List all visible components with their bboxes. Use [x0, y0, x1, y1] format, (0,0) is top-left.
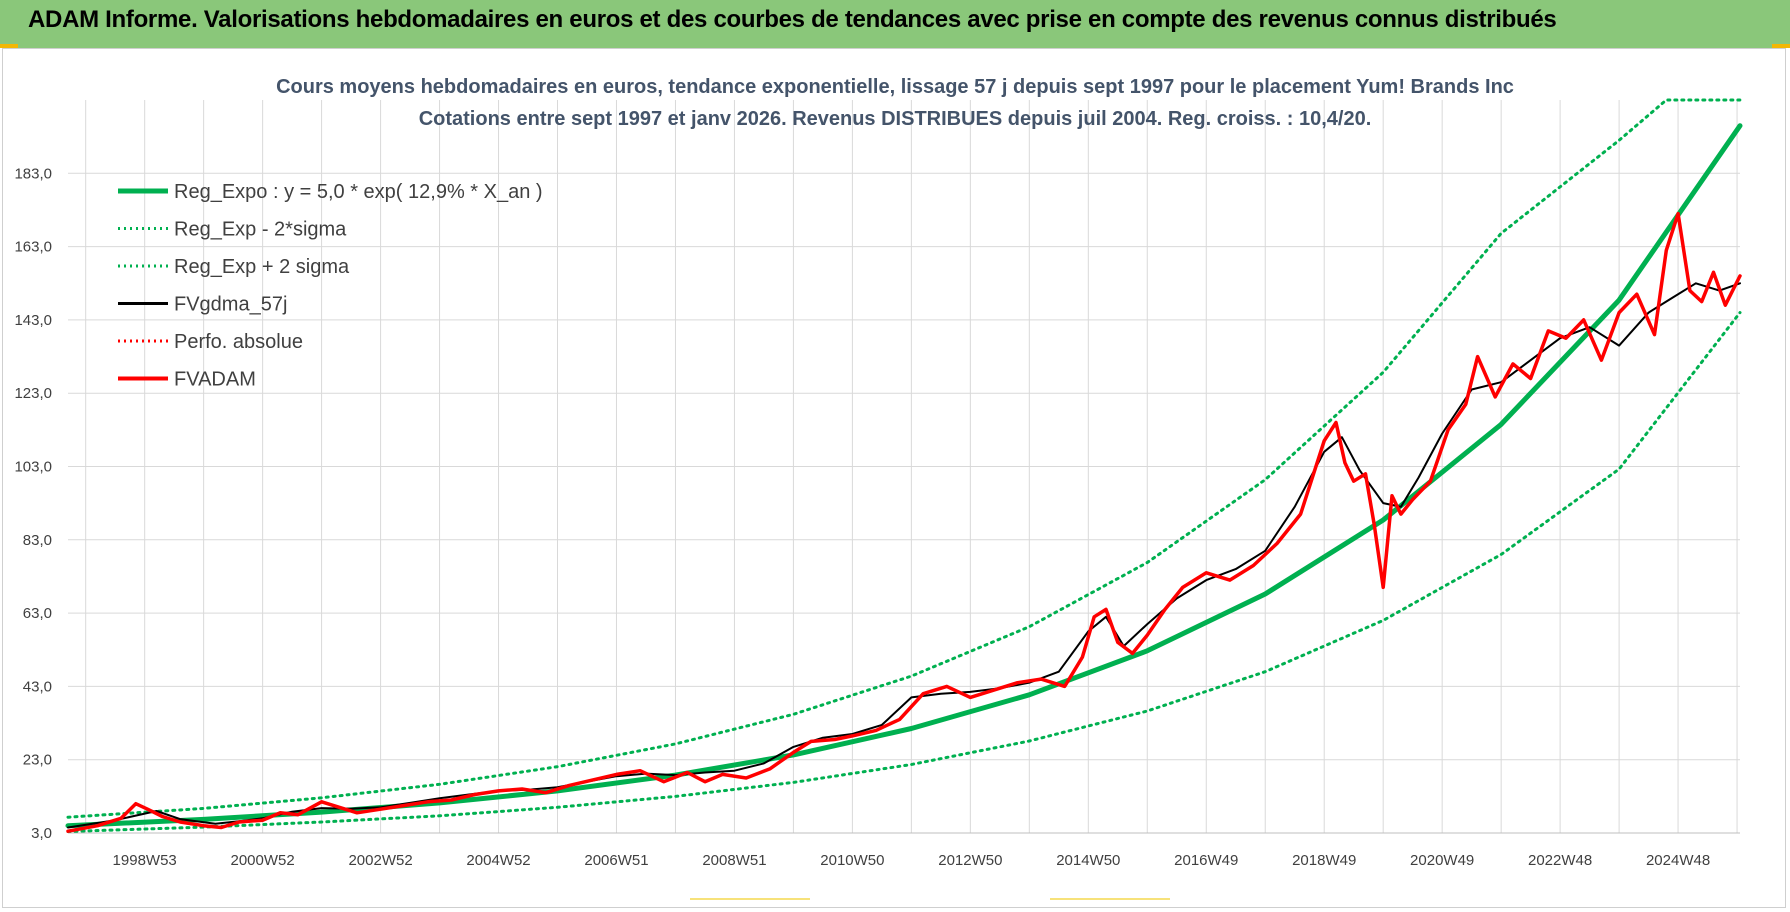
- x-tick-label: 2006W51: [584, 852, 648, 869]
- series-group: [65, 98, 1743, 833]
- series-line-3: [67, 282, 1741, 829]
- x-tick-label: 1998W53: [113, 852, 177, 869]
- legend-label-0: Reg_Expo : y = 5,0 * exp( 12,9% * X_an ): [174, 181, 543, 203]
- legend: Reg_Expo : y = 5,0 * exp( 12,9% * X_an )…: [118, 181, 543, 391]
- series-line-5: [66, 211, 1742, 833]
- y-axis: 3,0 23,0 43,0 63,0 83,0 103,0 123,0 143,0 163,0 1…: [14, 165, 52, 842]
- chart-subtitle: Cotations entre sept 1997 et janv 2026. …: [419, 108, 1372, 130]
- y-tick-label: 63,0: [23, 605, 52, 622]
- corner-marker-left: [0, 44, 18, 48]
- y-tick-label: 143,0: [14, 312, 52, 329]
- bottom-marker-2: [1050, 898, 1170, 900]
- y-tick-label: 83,0: [23, 532, 52, 549]
- y-tick-label: 103,0: [14, 459, 52, 476]
- x-tick-label: 2018W49: [1292, 852, 1356, 869]
- y-tick-label: 23,0: [23, 752, 52, 769]
- x-tick-label: 2024W48: [1646, 852, 1710, 869]
- x-tick-label: 2010W50: [820, 852, 884, 869]
- y-tick-label: 123,0: [14, 385, 52, 402]
- legend-label-1: Reg_Exp - 2*sigma: [174, 219, 347, 241]
- grid: [68, 100, 1740, 834]
- x-tick-label: 2012W50: [938, 852, 1002, 869]
- x-tick-label: 2020W49: [1410, 852, 1474, 869]
- report-title: ADAM Informe. Valorisations hebdomadaire…: [28, 6, 1557, 33]
- y-tick-label: 183,0: [14, 165, 52, 182]
- chart-frame: [2, 48, 1786, 908]
- x-tick-label: 2000W52: [231, 852, 295, 869]
- y-tick-label: 43,0: [23, 678, 52, 695]
- x-tick-label: 2014W50: [1056, 852, 1120, 869]
- x-tick-label: 2022W48: [1528, 852, 1592, 869]
- x-tick-label: 2004W52: [466, 852, 530, 869]
- x-tick-label: 2002W52: [348, 852, 412, 869]
- y-tick-label: 3,0: [31, 825, 52, 842]
- legend-label-4: Perfo. absolue: [174, 331, 303, 353]
- legend-label-2: Reg_Exp + 2 sigma: [174, 256, 350, 278]
- x-tick-label: 2008W51: [702, 852, 766, 869]
- x-tick-label: 2016W49: [1174, 852, 1238, 869]
- bottom-marker-1: [690, 898, 810, 900]
- legend-label-5: FVADAM: [174, 369, 256, 391]
- chart-title: Cours moyens hebdomadaires en euros, ten…: [276, 76, 1514, 98]
- corner-marker-right: [1772, 44, 1790, 48]
- x-axis: 1998W53 2000W52 2002W52 2004W52 2006W51 2008W…: [68, 832, 1740, 869]
- y-tick-label: 163,0: [14, 239, 52, 256]
- report-banner: ADAM Informe. Valorisations hebdomadaire…: [0, 0, 1790, 48]
- series-line-1: [66, 311, 1742, 833]
- legend-label-3: FVgdma_57j: [174, 294, 287, 316]
- series-line-2: [66, 98, 1742, 819]
